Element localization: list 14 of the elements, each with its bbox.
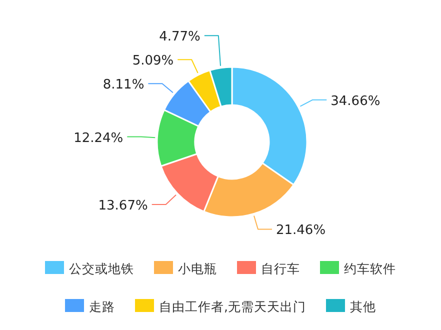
legend-label: 其他 (350, 299, 376, 314)
legend-label: 公交或地铁 (69, 261, 134, 276)
data-label: 8.11% (102, 78, 144, 93)
legend-label: 小电瓶 (178, 261, 217, 276)
legend-label: 走路 (89, 299, 116, 314)
data-label: 5.09% (132, 54, 174, 69)
data-label: 12.24% (74, 130, 124, 146)
legend-label: 约车软件 (344, 261, 396, 276)
legend-label: 自由工作者,无需天天出门 (159, 299, 306, 314)
data-label: 4.77% (159, 30, 200, 45)
data-label: 13.67% (98, 198, 148, 214)
data-label: 21.46% (276, 223, 326, 238)
data-label: 34.66% (330, 94, 380, 109)
legend-label: 自行车 (261, 261, 300, 276)
